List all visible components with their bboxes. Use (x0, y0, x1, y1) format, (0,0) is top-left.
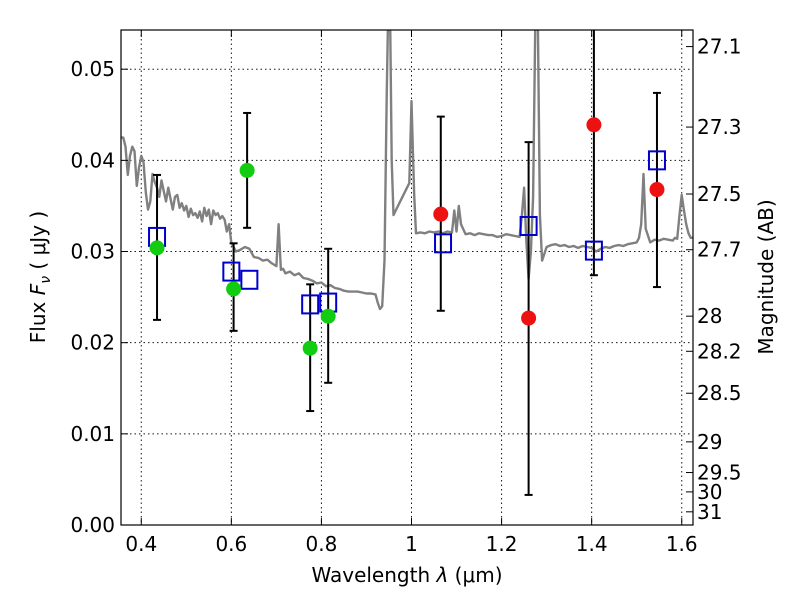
y-tick-label: 0.04 (70, 148, 115, 172)
y2-tick-label: 27.1 (697, 35, 742, 59)
y2-tick-label: 28 (697, 304, 722, 328)
y2-tick-label: 28.5 (697, 381, 742, 405)
x-tick-label: 0.8 (306, 532, 338, 556)
model-square-marker (301, 294, 320, 315)
photometry-point (649, 182, 665, 198)
y-tick-label: 0.01 (70, 422, 115, 446)
y-axis-label: Flux Fν ( μJy ) (26, 211, 54, 343)
plot-area (121, 30, 693, 496)
x-tick-label: 1.4 (576, 532, 608, 556)
photometry-point (521, 310, 537, 326)
y2-tick-label: 27.7 (697, 238, 742, 262)
y-tick-label: 0.02 (70, 331, 115, 355)
model-square-marker (584, 240, 603, 261)
model-square-marker (519, 215, 538, 236)
photometry-point (302, 340, 318, 356)
model-square-marker (240, 269, 259, 290)
x-tick-label: 1 (405, 532, 418, 556)
photometry-point (149, 240, 165, 256)
y2-tick-label: 29.5 (697, 461, 742, 485)
spectrum-line (121, 30, 693, 311)
x-tick-label: 1.6 (666, 532, 698, 556)
plot-frame (120, 29, 694, 526)
y2-tick-label: 27.3 (697, 115, 742, 139)
y2-tick-label: 29 (697, 430, 722, 454)
y-tick-label: 0.03 (70, 240, 115, 264)
model-square-marker (647, 150, 666, 171)
model-square-marker (222, 261, 241, 282)
photometry-point (239, 162, 255, 178)
x-tick-label: 1.2 (486, 532, 518, 556)
y-tick-label: 0.05 (70, 57, 115, 81)
y-tick-label: 0.00 (70, 513, 115, 537)
grid-layer (121, 30, 693, 526)
y2-tick-label: 30 (697, 480, 722, 504)
photometry-point (433, 206, 449, 222)
y2-tick-label: 27.5 (697, 182, 742, 206)
y2-axis-label: Magnitude (AB) (754, 199, 778, 354)
x-tick-label: 0.4 (125, 532, 157, 556)
y2-tick-label: 28.2 (697, 339, 742, 363)
photometry-point (320, 308, 336, 324)
model-square-marker (434, 233, 453, 254)
photometry-point (586, 117, 602, 133)
x-axis-label: Wavelength λ (μm) (311, 563, 502, 587)
tick-layer: 0.4 0.6 0.8 1 1.2 1.4 1.6 0.00 0.01 0.02 0.03 0.04 0… (70, 30, 742, 556)
x-tick-label: 0.6 (215, 532, 247, 556)
y2-tick-label: 31 (697, 500, 722, 524)
photometry-point (226, 281, 242, 297)
